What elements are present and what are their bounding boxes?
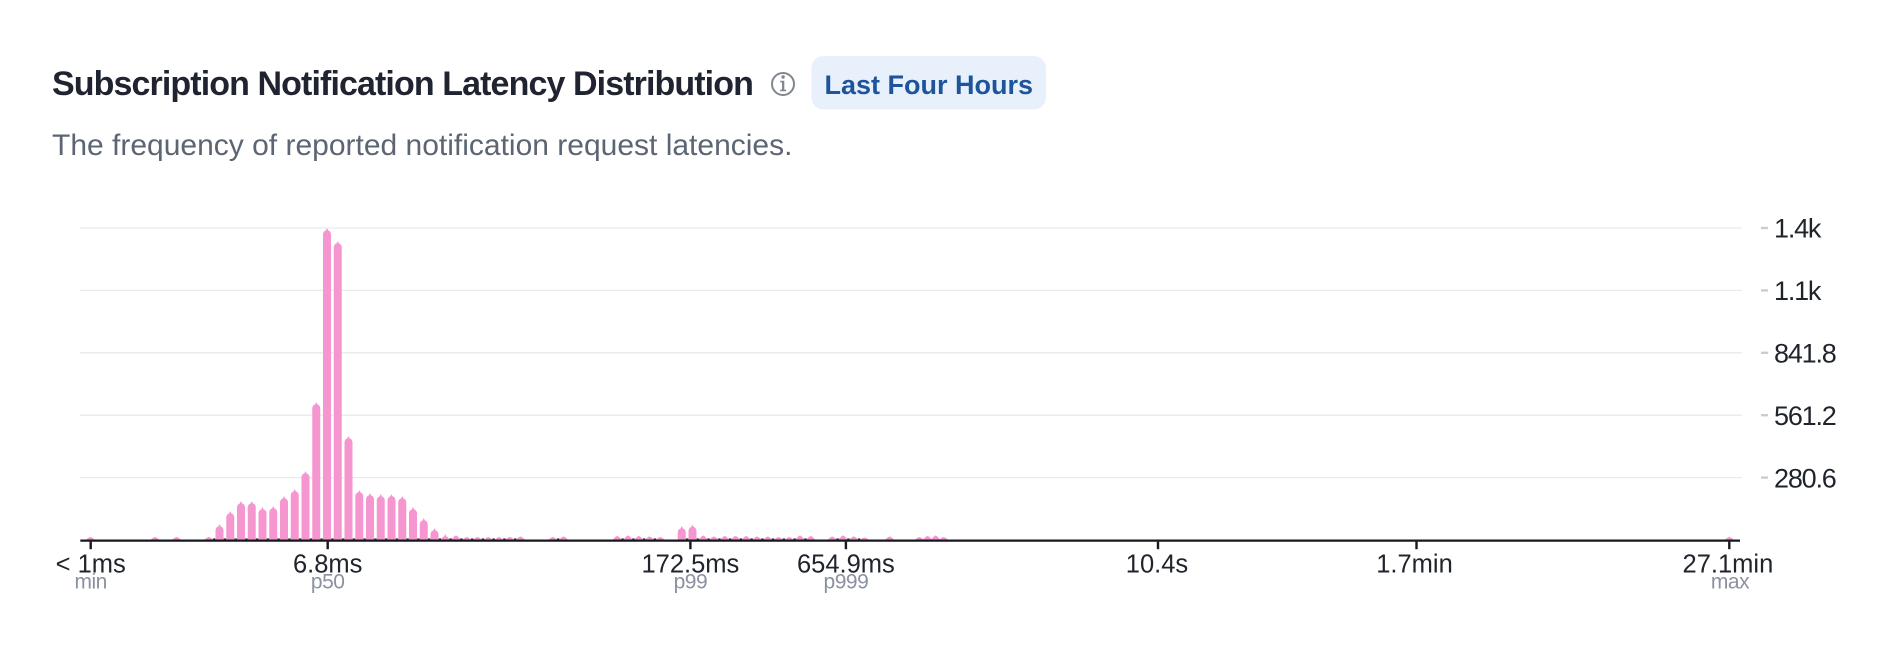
svg-text:p999: p999 <box>824 571 869 594</box>
svg-text:max: max <box>1711 571 1750 594</box>
svg-text:min: min <box>75 571 107 594</box>
svg-text:Last Four Hours: Last Four Hours <box>825 70 1034 100</box>
svg-text:654.9ms: 654.9ms <box>797 550 895 578</box>
svg-text:10.4s: 10.4s <box>1126 550 1188 578</box>
svg-text:841.8: 841.8 <box>1774 339 1836 369</box>
svg-text:6.8ms: 6.8ms <box>293 550 362 578</box>
svg-text:1.4k: 1.4k <box>1774 214 1822 244</box>
svg-text:1.1k: 1.1k <box>1774 276 1822 306</box>
svg-text:561.2: 561.2 <box>1774 401 1836 431</box>
svg-text:172.5ms: 172.5ms <box>641 550 739 578</box>
svg-text:p99: p99 <box>674 571 708 594</box>
svg-text:p50: p50 <box>311 571 345 594</box>
svg-text:27.1min: 27.1min <box>1683 550 1774 578</box>
svg-text:1.7min: 1.7min <box>1376 550 1453 578</box>
svg-text:< 1ms: < 1ms <box>56 550 126 578</box>
svg-text:The frequency of reported noti: The frequency of reported notification r… <box>52 129 792 162</box>
svg-text:280.6: 280.6 <box>1774 463 1836 493</box>
svg-text:Subscription Notification Late: Subscription Notification Latency Distri… <box>52 65 753 103</box>
